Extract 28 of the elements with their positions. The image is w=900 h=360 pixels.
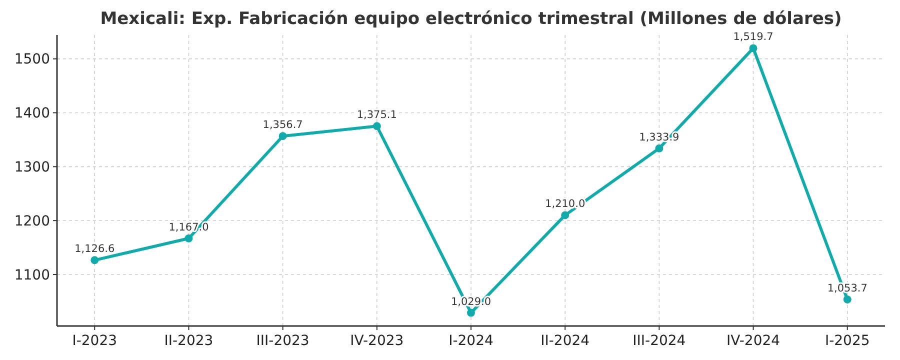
x-tick-label: IV-2024	[726, 333, 780, 349]
x-tick-label: III-2023	[256, 333, 310, 349]
x-tick-label: II-2024	[540, 333, 590, 349]
data-label: 1,375.1	[356, 109, 397, 122]
point	[561, 211, 570, 220]
y-tick-label: 1500	[14, 52, 50, 68]
point	[655, 144, 664, 152]
data-label: 1,356.7	[262, 119, 303, 132]
x-tick-label: I-2024	[448, 333, 494, 349]
y-tick-label: 1300	[14, 160, 50, 176]
point	[843, 295, 852, 304]
chart-title: Mexicali: Exp. Fabricación equipo electrónico trimestral (Millones de dólares)	[100, 9, 842, 29]
point	[372, 122, 381, 130]
x-tick-label: II-2023	[164, 333, 214, 349]
x-tick-label: I-2023	[72, 333, 118, 349]
point	[184, 234, 193, 242]
point	[749, 44, 758, 52]
x-tick-label: I-2025	[824, 333, 870, 349]
y-tick-label: 1400	[14, 106, 50, 122]
data-label: 1,126.6	[74, 243, 115, 256]
y-tick-label: 1200	[14, 213, 50, 230]
x-tick-label: III-2024	[632, 333, 686, 349]
point	[90, 256, 99, 264]
x-tick-label: IV-2023	[350, 333, 404, 349]
point	[278, 132, 287, 140]
y-tick-label: 1100	[14, 267, 50, 284]
data-label: 1,519.7	[733, 31, 774, 44]
point	[467, 308, 475, 317]
